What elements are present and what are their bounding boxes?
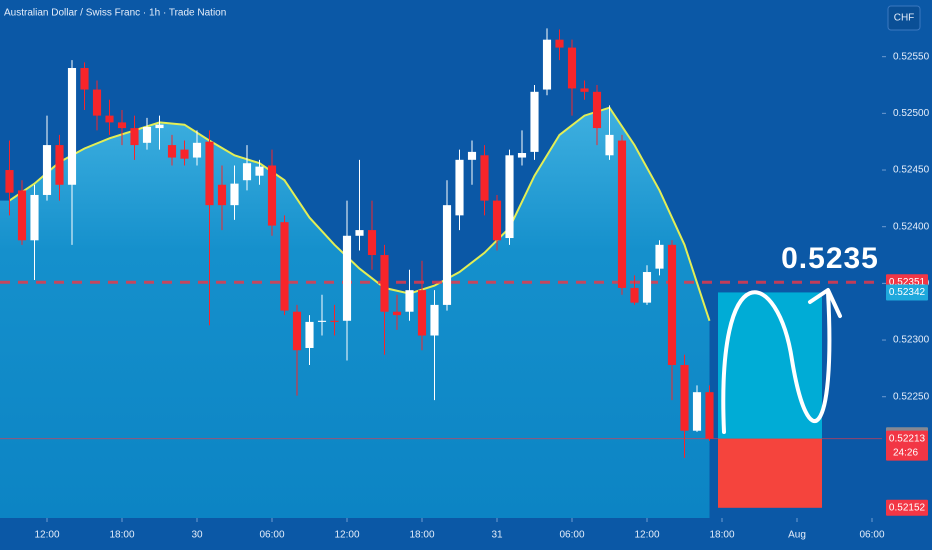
chart-title: Australian Dollar / Swiss Franc · 1h · T… <box>4 8 226 19</box>
candle-body <box>192 142 202 158</box>
candle-body <box>17 190 27 241</box>
candle-body <box>230 183 239 206</box>
candle-body <box>530 91 539 152</box>
candle-body <box>605 134 614 156</box>
candle-body <box>355 230 364 236</box>
candle-body <box>430 304 439 336</box>
forecast-arrow-head <box>808 288 842 318</box>
y-tick-label: 0.52450 <box>893 165 930 176</box>
candle-body <box>567 47 577 89</box>
annotation: 0.5235 <box>781 242 879 275</box>
y-tick-label: 0.52300 <box>893 335 930 346</box>
candle-body <box>117 122 127 129</box>
candle-body <box>505 155 514 239</box>
candle-body <box>180 149 189 159</box>
candle-body <box>280 222 289 311</box>
candle-body <box>217 184 227 206</box>
x-tick-label: 06:00 <box>259 530 284 541</box>
candle-body <box>392 311 402 316</box>
price-label-box <box>886 499 928 516</box>
candle-body <box>92 89 102 116</box>
candle-body <box>555 39 564 48</box>
candle-body <box>480 155 489 201</box>
candle-body <box>105 115 114 123</box>
x-tick-label: 18:00 <box>409 530 434 541</box>
x-tick-label: 12:00 <box>634 530 659 541</box>
candle-body <box>267 165 277 226</box>
candle-body <box>442 205 452 305</box>
candle-body <box>380 255 389 312</box>
candle-body <box>130 128 139 146</box>
currency-label: CHF <box>894 13 915 24</box>
candle-body <box>342 235 352 321</box>
candle-body <box>542 39 552 90</box>
candle-body <box>655 244 664 269</box>
y-tick-label: 0.52250 <box>893 391 930 402</box>
candle-body <box>467 151 477 160</box>
forecast-arrow <box>721 290 832 434</box>
candle-body <box>55 145 64 185</box>
candle-body <box>5 170 14 193</box>
candle-body <box>330 320 339 322</box>
candle-body <box>305 321 314 348</box>
price-label: 0.52152 <box>889 502 926 513</box>
candle-body <box>517 153 527 158</box>
candle-body <box>405 290 414 312</box>
candle-body <box>292 311 302 351</box>
price-label: 0.52342 <box>889 287 926 298</box>
countdown: 24:26 <box>893 447 918 458</box>
x-tick-label: 12:00 <box>334 530 359 541</box>
y-tick-label: 0.52500 <box>893 108 930 119</box>
candle-body <box>142 126 152 143</box>
candle-body <box>242 163 252 181</box>
x-tick-label: 30 <box>191 530 203 541</box>
candle-body <box>155 124 164 129</box>
y-tick-label: 0.52400 <box>893 221 930 232</box>
candle-body <box>680 364 689 431</box>
x-tick-label: 12:00 <box>34 530 59 541</box>
candle-body <box>167 145 177 158</box>
candle-body <box>42 145 52 195</box>
price-label: 0.52213 <box>889 433 926 444</box>
candle-body <box>580 88 589 92</box>
candle-body <box>317 320 327 322</box>
candle-body <box>592 91 602 129</box>
candle-body <box>667 244 677 365</box>
ma-area <box>0 107 710 518</box>
plot: 0.522500.523000.523500.524000.524500.525… <box>0 28 930 541</box>
x-tick-label: 18:00 <box>109 530 134 541</box>
candle-body <box>80 68 89 90</box>
price-label-box <box>886 430 928 461</box>
candle-body <box>630 287 639 303</box>
candle-body <box>30 194 39 241</box>
candle-body <box>492 200 502 241</box>
candle-body <box>255 166 264 176</box>
y-tick-label: 0.52550 <box>893 51 930 62</box>
x-tick-label: 31 <box>491 530 503 541</box>
candle-body <box>642 272 652 303</box>
x-tick-label: 06:00 <box>559 530 584 541</box>
candle-body <box>367 230 377 256</box>
candle-body <box>417 290 427 336</box>
price-label-box <box>886 284 928 301</box>
x-tick-label: Aug <box>788 530 806 541</box>
candle-body <box>205 141 214 206</box>
candle-body <box>455 159 464 216</box>
candle-body <box>617 140 627 288</box>
stop-zone <box>718 438 822 508</box>
currency-button[interactable] <box>887 5 921 31</box>
x-tick-label: 18:00 <box>709 530 734 541</box>
x-tick-label: 06:00 <box>859 530 884 541</box>
ma-line <box>8 106 711 322</box>
candle-body <box>692 392 702 431</box>
candle-body <box>705 392 714 439</box>
candle-body <box>67 68 77 185</box>
price-label: 0.52351 <box>889 277 926 288</box>
